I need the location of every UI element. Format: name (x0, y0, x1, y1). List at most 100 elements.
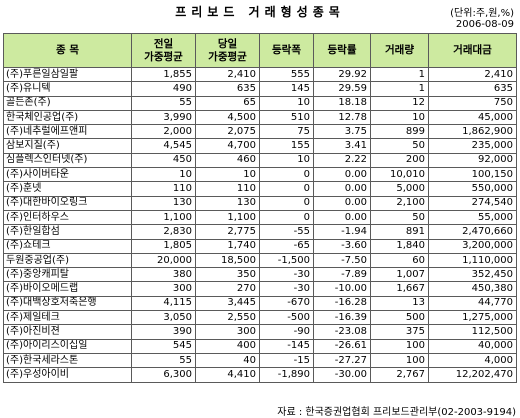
prev-avg-cell: 20,000 (131, 252, 196, 269)
change-cell: -670 (259, 295, 314, 312)
prev-avg-cell: 10 (131, 167, 196, 183)
stock-name-cell: (주)네추럴에프앤피 (3, 124, 132, 140)
stock-name-cell: (주)대백상호저축은행 (3, 295, 132, 312)
change-cell: -30 (259, 281, 314, 297)
volume-cell: 2,100 (370, 195, 429, 211)
change-cell: -500 (259, 310, 314, 326)
source-note: 자료 : 한국증권업협회 프리보드관리부(02-2003-9194) (277, 407, 516, 418)
volume-cell: 891 (370, 224, 429, 240)
today-avg-cell: 400 (195, 338, 260, 354)
amount-cell: 1,110,000 (428, 252, 517, 269)
rate-cell: -27.27 (313, 352, 371, 369)
stock-name-cell: 심플렉스인터넷(주) (3, 152, 132, 169)
change-cell: 155 (259, 138, 314, 154)
amount-cell: 40,000 (428, 338, 517, 354)
today-avg-cell: 2,550 (195, 310, 260, 326)
header-prev-avg-line2: 가중평균 (144, 50, 183, 63)
table-row: (주)바이오메드랩 300 270 -30 -10.00 1,667 450,380 (3, 281, 517, 297)
header-volume: 거래량 (370, 33, 429, 68)
prev-avg-cell: 300 (131, 281, 196, 297)
header-today-avg-line1: 당일 (217, 37, 238, 50)
header-prev-avg-line1: 전일 (153, 37, 174, 50)
volume-cell: 10,010 (370, 167, 429, 183)
today-avg-cell: 130 (195, 195, 260, 211)
volume-cell: 1,667 (370, 281, 429, 297)
stock-table: 종 목 전일 가중평균 당일 가중평균 등락폭 등락률 거래량 거래대금 (주)… (3, 33, 517, 383)
prev-avg-cell: 545 (131, 338, 196, 354)
volume-cell: 500 (370, 310, 429, 326)
prev-avg-cell: 6,300 (131, 367, 196, 383)
today-avg-cell: 65 (195, 95, 260, 111)
volume-cell: 13 (370, 295, 429, 312)
today-avg-cell: 2,775 (195, 224, 260, 240)
stock-name-cell: (주)사이버타운 (3, 167, 132, 183)
amount-cell: 352,450 (428, 267, 517, 283)
table-row: 두원중공업(주) 20,000 18,500 -1,500 -7.50 60 1,110,0… (3, 252, 517, 269)
stock-name-cell: (주)제일테크 (3, 310, 132, 326)
change-cell: -1,890 (259, 367, 314, 383)
prev-avg-cell: 390 (131, 324, 196, 340)
rate-cell: -10.00 (313, 281, 371, 297)
prev-avg-cell: 1,855 (131, 66, 196, 83)
rate-cell: 3.75 (313, 124, 371, 140)
rate-cell: 12.78 (313, 109, 371, 126)
rate-cell: -7.89 (313, 267, 371, 283)
today-avg-cell: 4,700 (195, 138, 260, 154)
stock-name-cell: (주)한국세라스톤 (3, 352, 132, 369)
table-row: (주)아이리스이십일 545 400 -145 -26.61 100 40,000 (3, 338, 517, 354)
stock-name-cell: 두원중공업(주) (3, 252, 132, 269)
amount-cell: 112,500 (428, 324, 517, 340)
today-avg-cell: 270 (195, 281, 260, 297)
amount-cell: 12,202,470 (428, 367, 517, 383)
today-avg-cell: 110 (195, 181, 260, 197)
rate-cell: -23.08 (313, 324, 371, 340)
change-cell: 75 (259, 124, 314, 140)
change-cell: 555 (259, 66, 314, 83)
header-prev-avg: 전일 가중평균 (131, 33, 196, 68)
table-row: (주)한국세라스톤 55 40 -15 -27.27 100 4,000 (3, 352, 517, 369)
rate-cell: 2.22 (313, 152, 371, 169)
today-avg-cell: 1,740 (195, 238, 260, 254)
rate-cell: 0.00 (313, 181, 371, 197)
change-cell: -90 (259, 324, 314, 340)
date-label: 2006-08-09 (455, 19, 514, 30)
table-row: (주)대한바이오링크 130 130 0 0.00 2,100 274,540 (3, 195, 517, 211)
prev-avg-cell: 3,990 (131, 109, 196, 126)
amount-cell: 235,000 (428, 138, 517, 154)
rate-cell: -16.28 (313, 295, 371, 312)
volume-cell: 100 (370, 352, 429, 369)
header-today-avg: 당일 가중평균 (195, 33, 260, 68)
prev-avg-cell: 55 (131, 95, 196, 111)
today-avg-cell: 635 (195, 81, 260, 97)
amount-cell: 2,470,660 (428, 224, 517, 240)
amount-cell: 4,000 (428, 352, 517, 369)
volume-cell: 50 (370, 209, 429, 226)
stock-name-cell: (주)한일합섬 (3, 224, 132, 240)
page-title: 프리보드 거래형성종목 (175, 5, 345, 19)
rate-cell: -3.60 (313, 238, 371, 254)
rate-cell: 3.41 (313, 138, 371, 154)
change-cell: -145 (259, 338, 314, 354)
prev-avg-cell: 55 (131, 352, 196, 369)
amount-cell: 45,000 (428, 109, 517, 126)
rate-cell: -26.61 (313, 338, 371, 354)
change-cell: 0 (259, 167, 314, 183)
stock-name-cell: (주)대한바이오링크 (3, 195, 132, 211)
stock-name-cell: (주)인터하우스 (3, 209, 132, 226)
amount-cell: 274,540 (428, 195, 517, 211)
prev-avg-cell: 2,830 (131, 224, 196, 240)
stock-name-cell: (주)우성아이비 (3, 367, 132, 383)
amount-cell: 450,380 (428, 281, 517, 297)
prev-avg-cell: 490 (131, 81, 196, 97)
prev-avg-cell: 1,100 (131, 209, 196, 226)
rate-cell: 0.00 (313, 195, 371, 211)
amount-cell: 44,770 (428, 295, 517, 312)
volume-cell: 1,840 (370, 238, 429, 254)
table-row: (주)네추럴에프앤피 2,000 2,075 75 3.75 899 1,862,900 (3, 124, 517, 140)
change-cell: 0 (259, 195, 314, 211)
table-body: (주)푸른일삼일팔 1,855 2,410 555 29.92 1 2,410 (주)유니텍 4… (3, 66, 517, 383)
amount-cell: 750 (428, 95, 517, 111)
amount-cell: 1,275,000 (428, 310, 517, 326)
prev-avg-cell: 450 (131, 152, 196, 169)
stock-name-cell: (주)아이리스이십일 (3, 338, 132, 354)
